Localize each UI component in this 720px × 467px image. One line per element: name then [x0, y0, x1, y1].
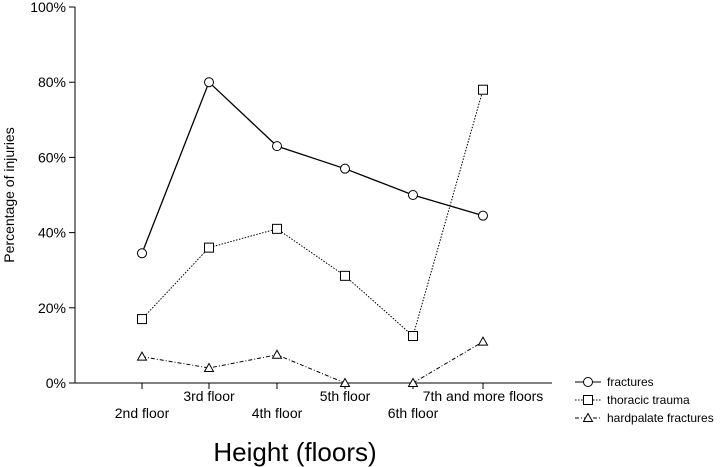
data-point [478, 84, 488, 95]
data-point [203, 362, 215, 372]
x-category-label: 5th floor [320, 388, 371, 404]
y-tick-label: 100% [30, 0, 66, 15]
data-point [137, 248, 147, 259]
series-fractures [137, 77, 488, 259]
y-tick-label: 60% [38, 149, 66, 165]
legend-label: thoracic trauma [607, 393, 690, 407]
x-category-label: 2nd floor [115, 405, 170, 421]
series-line [141, 89, 484, 337]
x-category-label: 4th floor [252, 405, 303, 421]
data-point [339, 377, 351, 387]
legend-marker [583, 377, 593, 387]
x-axis-label: Height (floors) [213, 437, 376, 467]
data-point [407, 377, 419, 387]
x-category-label: 3rd floor [183, 388, 235, 404]
x-category-label: 7th and more floors [423, 388, 544, 404]
x-ticks: 2nd floor 3rd floor 4th floor 5th floor 6th … [115, 383, 544, 421]
legend: fractures thoracic trauma hardpalate fract… [575, 375, 714, 425]
legend-label: fractures [607, 375, 654, 389]
data-point [137, 314, 147, 325]
data-point [408, 331, 418, 341]
data-point [204, 242, 214, 253]
data-point [204, 77, 214, 88]
series-layer [136, 77, 489, 387]
data-point [272, 223, 282, 234]
plot-frame [74, 7, 552, 384]
y-tick-label: 0% [46, 375, 66, 391]
data-point [340, 163, 350, 174]
series-line [141, 81, 484, 254]
legend-marker [582, 412, 594, 422]
data-point [478, 210, 488, 221]
data-point [477, 336, 489, 346]
y-tick-label: 80% [38, 74, 66, 90]
series-line [141, 341, 484, 384]
y-ticks: 0% 20% 40% 60% 80% 100% [30, 0, 75, 391]
data-point [340, 270, 350, 281]
data-point [136, 351, 148, 361]
data-point [272, 141, 282, 152]
series-hardpalate-fractures [136, 336, 489, 387]
series-thoracic-trauma [137, 84, 488, 341]
x-category-label: 6th floor [388, 405, 439, 421]
legend-marker [583, 395, 593, 405]
y-tick-label: 40% [38, 225, 66, 241]
data-point [271, 349, 283, 359]
data-point [408, 190, 418, 200]
legend-label: hardpalate fractures [607, 411, 714, 425]
y-tick-label: 20% [38, 300, 66, 316]
y-axis-label: Percentage of injuries [1, 127, 17, 262]
